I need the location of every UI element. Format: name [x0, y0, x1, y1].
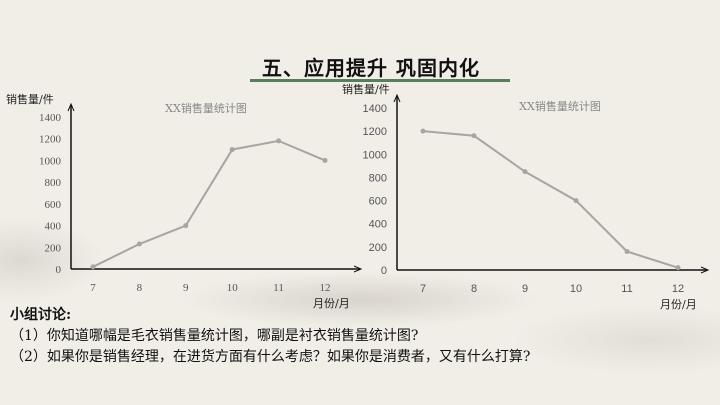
x-axis-label: 月份/月 — [660, 298, 697, 311]
y-tick-label: 400 — [45, 221, 62, 233]
x-tick-label: 8 — [137, 282, 143, 294]
y-axis-label: 销售量/件 — [6, 92, 54, 106]
y-tick-label: 800 — [45, 177, 62, 189]
data-point — [183, 223, 189, 229]
chart-title: XX销售量统计图 — [165, 101, 247, 115]
y-tick-label: 1200 — [39, 134, 62, 146]
data-point — [624, 248, 630, 254]
x-tick-label: 9 — [522, 283, 528, 295]
y-axis-arrow-icon — [393, 93, 401, 103]
x-tick-label: 10 — [570, 283, 582, 295]
x-tick-label: 9 — [183, 282, 189, 294]
x-tick-label: 7 — [90, 282, 96, 294]
x-tick-label: 12 — [320, 282, 331, 294]
y-tick-label: 0 — [56, 264, 62, 276]
y-tick-label: 600 — [369, 196, 387, 208]
y-tick-label: 1400 — [363, 103, 387, 115]
series-line — [422, 130, 679, 269]
y-tick-label: 800 — [369, 172, 387, 184]
series-line — [92, 139, 326, 268]
y-tick-label: 400 — [369, 219, 387, 231]
discussion-heading: 小组讨论: — [10, 307, 72, 323]
y-axis-arrow-icon — [67, 102, 75, 112]
data-point — [471, 133, 477, 139]
x-axis-label: 月份/月 — [313, 297, 350, 310]
y-tick-label: 1200 — [363, 126, 387, 138]
data-point — [276, 138, 282, 144]
x-axis-arrow-icon — [353, 265, 363, 273]
x-tick-label: 12 — [672, 283, 684, 295]
y-tick-label: 600 — [45, 199, 62, 211]
data-point — [229, 147, 235, 153]
data-point — [522, 169, 528, 175]
y-tick-label: 1400 — [39, 112, 62, 124]
y-tick-label: 1000 — [363, 149, 387, 161]
x-tick-label: 10 — [227, 282, 239, 294]
data-point — [90, 264, 96, 270]
data-point — [136, 241, 142, 247]
title-underline — [250, 79, 510, 82]
slide-title: 五、应用提升 巩固内化 — [262, 56, 480, 80]
chart-title: XX销售量统计图 — [519, 99, 601, 113]
question-2: （2）如果你是销售经理，在进货方面有什么考虑？如果你是消费者，又有什么打算? — [10, 349, 531, 365]
y-axis-label: 销售量/件 — [342, 82, 390, 96]
data-point — [420, 128, 426, 134]
y-tick-label: 1000 — [39, 155, 62, 167]
x-tick-label: 8 — [471, 283, 477, 295]
x-axis-arrow-icon — [700, 266, 710, 274]
x-tick-label: 7 — [420, 283, 426, 295]
x-tick-label: 11 — [273, 282, 284, 294]
data-point — [573, 198, 579, 204]
y-tick-label: 200 — [369, 242, 387, 254]
y-tick-label: 0 — [381, 265, 387, 277]
data-point — [675, 265, 681, 271]
x-tick-label: 11 — [621, 283, 632, 295]
data-point — [322, 157, 328, 163]
y-tick-label: 200 — [45, 242, 62, 254]
question-1: （1）你知道哪幅是毛衣销售量统计图，哪副是衬衣销售量统计图? — [10, 328, 419, 344]
